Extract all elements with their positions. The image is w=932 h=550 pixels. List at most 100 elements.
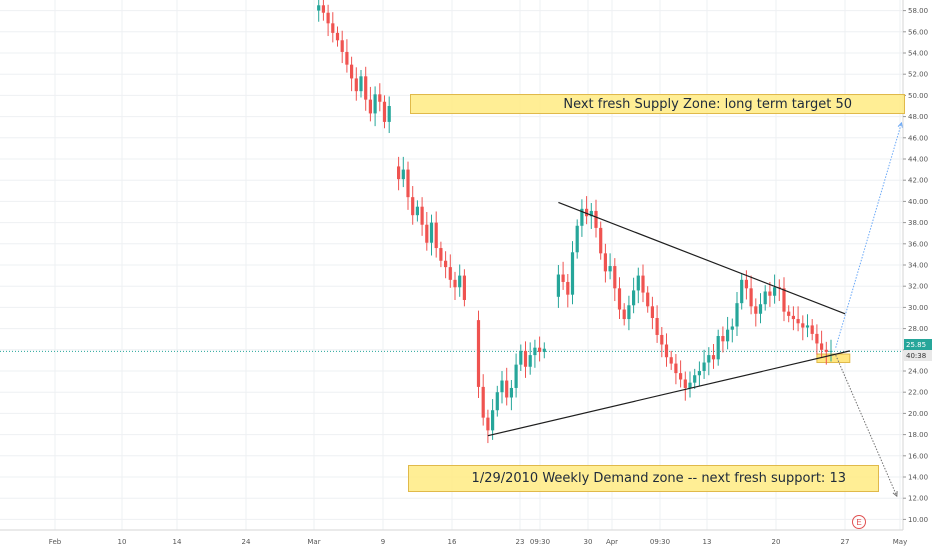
candle-body xyxy=(321,5,325,13)
candle-body xyxy=(650,306,654,318)
candle-body xyxy=(575,225,579,253)
candle-body xyxy=(655,318,659,335)
candle-body xyxy=(397,166,401,180)
candle-body xyxy=(641,275,645,293)
candle-body xyxy=(373,94,377,114)
y-tick-label: 42.00 xyxy=(908,177,928,185)
candle-body xyxy=(622,309,626,320)
y-tick-label: 46.00 xyxy=(908,134,928,142)
y-tick-label: 50.00 xyxy=(908,92,928,100)
candle-body xyxy=(326,12,330,24)
candle-body xyxy=(429,222,434,243)
candle-body xyxy=(693,375,697,383)
candle-body xyxy=(335,32,340,41)
candle-body xyxy=(340,40,344,52)
candle-body xyxy=(382,101,387,122)
bullish-path xyxy=(835,122,902,348)
candle-body xyxy=(354,78,358,92)
x-tick-label: 10 xyxy=(118,538,127,546)
candle-body xyxy=(425,224,429,243)
candle-body xyxy=(350,64,354,79)
candle-body xyxy=(519,350,523,365)
candle-body xyxy=(683,379,687,388)
candle-body xyxy=(368,99,372,114)
x-tick-label: 23 xyxy=(516,538,525,546)
candle-body xyxy=(617,288,622,310)
candle-body xyxy=(820,343,824,350)
bar-countdown-tag: 40:38 xyxy=(904,350,932,361)
candle-body xyxy=(627,305,631,320)
y-tick-label: 24.00 xyxy=(908,368,928,376)
candle-body xyxy=(401,169,405,180)
candle-body xyxy=(331,23,335,33)
candle-body xyxy=(707,355,711,363)
candle-body xyxy=(768,291,772,296)
candle-body xyxy=(782,288,786,312)
x-tick-label: 09:30 xyxy=(530,538,550,546)
candle-body xyxy=(589,210,593,217)
y-tick-label: 36.00 xyxy=(908,240,928,248)
candle-body xyxy=(740,279,744,304)
candle-body xyxy=(533,347,537,356)
candle-body xyxy=(585,208,589,217)
candle-body xyxy=(448,267,452,280)
candle-body xyxy=(580,208,584,226)
y-tick-label: 12.00 xyxy=(908,495,928,503)
y-tick-label: 48.00 xyxy=(908,113,928,121)
candle-body xyxy=(711,355,716,360)
candle-body xyxy=(542,348,546,352)
y-tick-label: 16.00 xyxy=(908,452,928,460)
candle-body xyxy=(669,357,673,364)
y-tick-label: 22.00 xyxy=(908,389,928,397)
x-tick-label: 30 xyxy=(584,538,593,546)
candle-body xyxy=(359,76,363,92)
candle-body xyxy=(500,380,504,393)
candle-body xyxy=(444,260,448,268)
candle-body xyxy=(660,334,664,345)
candle-body xyxy=(726,329,730,342)
candle-body xyxy=(646,292,650,307)
candle-body xyxy=(561,274,565,282)
x-tick-label: 24 xyxy=(242,538,251,546)
candle-body xyxy=(773,287,777,296)
y-tick-label: 10.00 xyxy=(908,516,928,524)
candle-body xyxy=(317,5,321,11)
candle-body xyxy=(721,336,725,342)
y-tick-label: 18.00 xyxy=(908,431,928,439)
candle-body xyxy=(509,387,513,398)
x-tick-label: Apr xyxy=(606,538,618,546)
candle-body xyxy=(486,417,490,431)
candle-series xyxy=(317,0,833,444)
candle-body xyxy=(538,347,542,352)
x-tick-label: 20 xyxy=(772,538,781,546)
candle-body xyxy=(387,106,391,122)
earnings-marker-icon[interactable]: E xyxy=(852,515,866,529)
y-tick-label: 38.00 xyxy=(908,219,928,227)
grid-lines xyxy=(0,0,903,530)
candle-body xyxy=(613,266,617,289)
supply-zone-label: Next fresh Supply Zone: long term target… xyxy=(410,94,905,114)
candle-body xyxy=(599,227,603,254)
candle-body xyxy=(716,336,720,360)
candle-body xyxy=(406,169,410,198)
candle-body xyxy=(453,279,457,288)
candle-body xyxy=(796,319,800,324)
x-axis: Feb 10 14 24 Mar 9 16 23 09:30 30 Apr 09:30 13 20 27 Ma… xyxy=(0,529,907,546)
candle-body xyxy=(528,355,532,367)
y-tick-label: 30.00 xyxy=(908,304,928,312)
candle-body xyxy=(434,222,438,249)
candle-body xyxy=(664,344,669,358)
x-tick-label: 16 xyxy=(448,538,457,546)
last-price-tag: 25.85 xyxy=(904,339,932,350)
candle-body xyxy=(608,266,612,272)
candle-body xyxy=(603,253,607,272)
trend-lines xyxy=(487,121,903,498)
candle-body xyxy=(805,325,810,328)
candle-body xyxy=(495,392,499,411)
candle-body xyxy=(523,350,528,367)
candle-body xyxy=(566,281,570,295)
x-tick-label: 13 xyxy=(703,538,712,546)
x-tick-label: 14 xyxy=(173,538,182,546)
candle-body xyxy=(791,315,795,320)
candle-body xyxy=(815,333,819,344)
